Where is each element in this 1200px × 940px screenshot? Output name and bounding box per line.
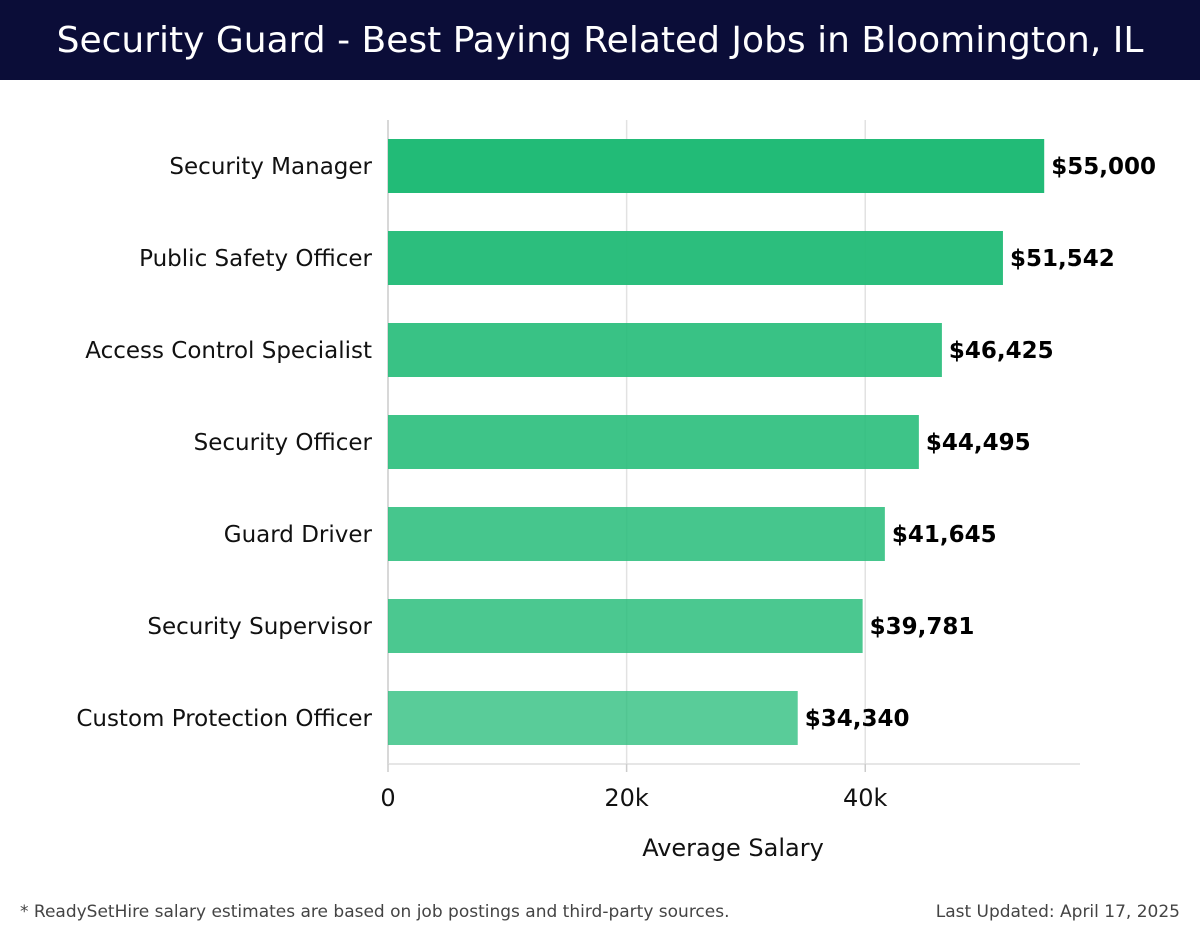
value-labels: $55,000 $51,542 $46,425 $44,495 $41,645 $39,7…: [805, 154, 1156, 732]
value-label: $44,495: [926, 430, 1031, 456]
value-label: $34,340: [805, 706, 910, 732]
category-label: Security Officer: [194, 430, 373, 456]
x-tick-label: 0: [380, 784, 395, 812]
chart-header: Security Guard - Best Paying Related Job…: [0, 0, 1200, 80]
bar: [388, 231, 1003, 285]
x-axis: 0 20k 40k: [380, 763, 1080, 812]
bar-chart: Security Manager Public Safety Officer Acc…: [76, 120, 1156, 862]
bar: [388, 323, 942, 377]
last-updated: Last Updated: April 17, 2025: [935, 902, 1180, 922]
footnote: * ReadySetHire salary estimates are base…: [20, 902, 730, 922]
value-label: $46,425: [949, 338, 1054, 364]
x-tick-label: 20k: [604, 784, 649, 812]
bar: [388, 415, 919, 469]
value-label: $55,000: [1051, 154, 1156, 180]
bar: [388, 139, 1045, 193]
value-label: $41,645: [892, 522, 997, 548]
value-label: $39,781: [870, 614, 975, 640]
category-label: Security Supervisor: [147, 614, 372, 640]
bar: [388, 691, 798, 745]
x-tick-label: 40k: [843, 784, 888, 812]
category-label: Public Safety Officer: [139, 246, 372, 272]
category-label: Guard Driver: [224, 522, 373, 548]
bar: [388, 599, 863, 653]
bars: [388, 139, 1045, 745]
value-label: $51,542: [1010, 246, 1115, 272]
category-labels: Security Manager Public Safety Officer Acc…: [76, 154, 372, 732]
category-label: Custom Protection Officer: [76, 706, 372, 732]
x-axis-label: Average Salary: [642, 834, 824, 862]
bar: [388, 507, 885, 561]
category-label: Security Manager: [169, 154, 372, 180]
chart-title: Security Guard - Best Paying Related Job…: [56, 19, 1144, 61]
category-label: Access Control Specialist: [85, 338, 372, 364]
